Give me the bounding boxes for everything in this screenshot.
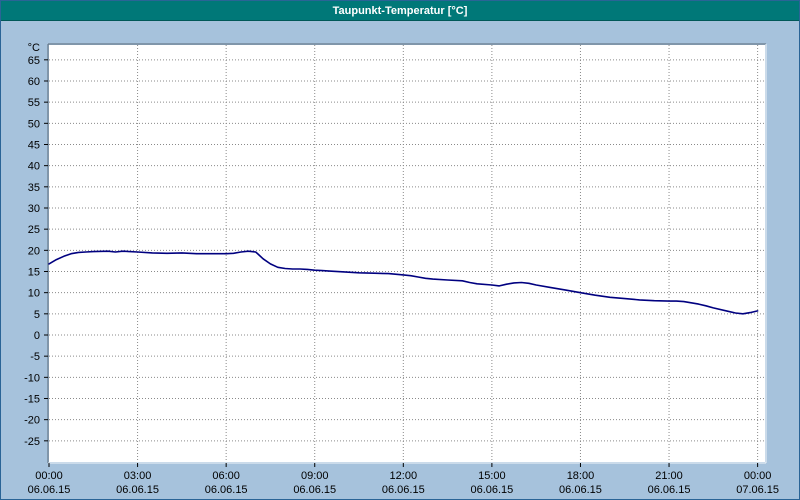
svg-text:60: 60 <box>28 76 40 88</box>
svg-text:-20: -20 <box>24 415 40 427</box>
svg-text:00:00: 00:00 <box>35 470 63 482</box>
svg-text:00:00: 00:00 <box>744 470 772 482</box>
svg-text:°C: °C <box>28 42 40 54</box>
svg-text:-10: -10 <box>24 372 40 384</box>
svg-text:21:00: 21:00 <box>655 470 683 482</box>
svg-text:-5: -5 <box>30 351 40 363</box>
svg-text:-25: -25 <box>24 436 40 448</box>
svg-text:06.06.15: 06.06.15 <box>382 484 425 496</box>
svg-text:15:00: 15:00 <box>478 470 506 482</box>
chart-canvas: 65605550454035302520151050-5-10-15-20-25… <box>24 42 779 496</box>
svg-text:20: 20 <box>28 245 40 257</box>
svg-text:5: 5 <box>34 309 40 321</box>
svg-text:06.06.15: 06.06.15 <box>648 484 691 496</box>
svg-text:65: 65 <box>28 55 40 67</box>
svg-text:03:00: 03:00 <box>124 470 152 482</box>
svg-text:50: 50 <box>28 118 40 130</box>
svg-text:45: 45 <box>28 139 40 151</box>
svg-text:12:00: 12:00 <box>390 470 418 482</box>
svg-text:06.06.15: 06.06.15 <box>293 484 336 496</box>
svg-text:06.06.15: 06.06.15 <box>116 484 159 496</box>
svg-text:30: 30 <box>28 203 40 215</box>
svg-text:06.06.15: 06.06.15 <box>559 484 602 496</box>
svg-text:07.06.15: 07.06.15 <box>736 484 779 496</box>
window-titlebar: Taupunkt-Temperatur [°C] <box>1 1 799 21</box>
svg-text:18:00: 18:00 <box>567 470 595 482</box>
svg-text:06.06.15: 06.06.15 <box>28 484 71 496</box>
svg-text:15: 15 <box>28 266 40 278</box>
svg-text:0: 0 <box>34 330 40 342</box>
svg-text:10: 10 <box>28 288 40 300</box>
svg-text:06.06.15: 06.06.15 <box>470 484 513 496</box>
svg-text:55: 55 <box>28 97 40 109</box>
chart-area: 65 60 55 50 45 40 35 30 25 20 15 10 5 0 -5 -10 -15 -20 -25… <box>1 21 799 500</box>
svg-text:-15: -15 <box>24 393 40 405</box>
svg-text:06:00: 06:00 <box>212 470 240 482</box>
svg-text:25: 25 <box>28 224 40 236</box>
svg-text:35: 35 <box>28 182 40 194</box>
svg-text:06.06.15: 06.06.15 <box>205 484 248 496</box>
window-title: Taupunkt-Temperatur [°C] <box>332 4 468 17</box>
svg-text:09:00: 09:00 <box>301 470 329 482</box>
svg-text:40: 40 <box>28 161 40 173</box>
